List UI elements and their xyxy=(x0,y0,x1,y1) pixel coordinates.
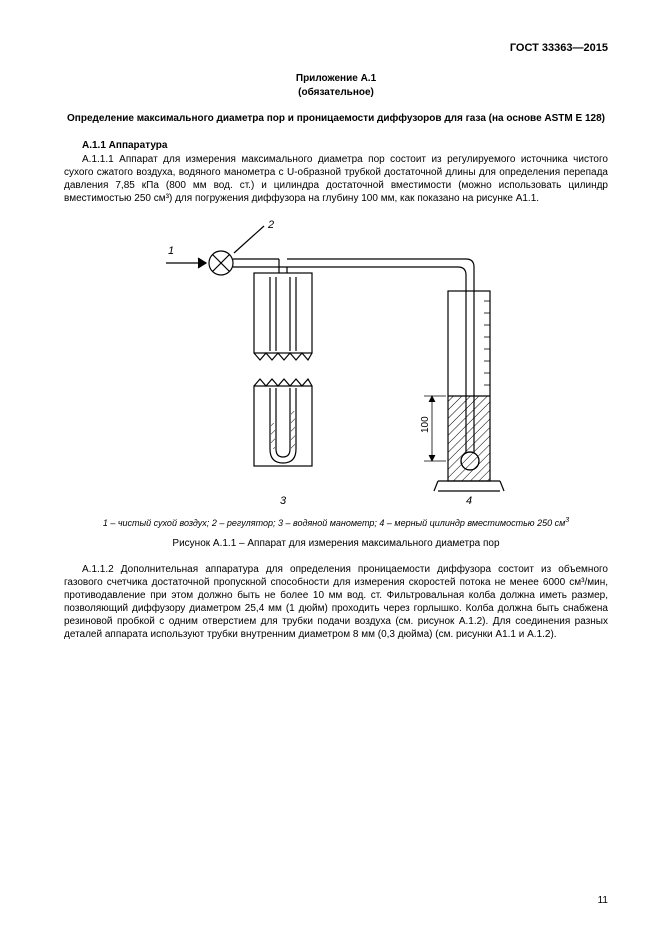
legend-t3: – водяной манометр; xyxy=(283,518,379,528)
page-number: 11 xyxy=(598,895,608,906)
label-1: 1 xyxy=(168,245,174,257)
label-3: 3 xyxy=(280,495,287,507)
figure-a11: 1 2 xyxy=(64,211,608,511)
para-a112: А.1.1.2 Дополнительная аппаратура для оп… xyxy=(64,563,608,641)
legend-t2: – регулятор; xyxy=(217,518,278,528)
figure-legend: 1 – чистый сухой воздух; 2 – регулятор; … xyxy=(64,517,608,528)
dim-100: 100 xyxy=(420,415,431,432)
appendix-qualifier: (обязательное) xyxy=(64,87,608,98)
main-title: Определение максимального диаметра пор и… xyxy=(64,112,608,126)
appendix-title: Приложение А.1 xyxy=(64,72,608,85)
diagram-svg: 1 2 xyxy=(146,211,526,511)
legend-t1: – чистый сухой воздух; xyxy=(108,518,212,528)
para-a111: А.1.1.1 Аппарат для измерения максимальн… xyxy=(64,153,608,205)
page: ГОСТ 33363—2015 Приложение А.1 (обязател… xyxy=(0,0,661,936)
label-2: 2 xyxy=(267,219,274,231)
section-a11: А.1.1 Аппаратура xyxy=(64,140,608,151)
figure-caption: Рисунок А.1.1 – Аппарат для измерения ма… xyxy=(64,538,608,549)
doc-id: ГОСТ 33363—2015 xyxy=(64,42,608,54)
label-4: 4 xyxy=(466,495,472,507)
legend-sup: 3 xyxy=(565,517,569,524)
legend-t4: – мерный цилиндр вместимостью 250 см xyxy=(384,518,565,528)
